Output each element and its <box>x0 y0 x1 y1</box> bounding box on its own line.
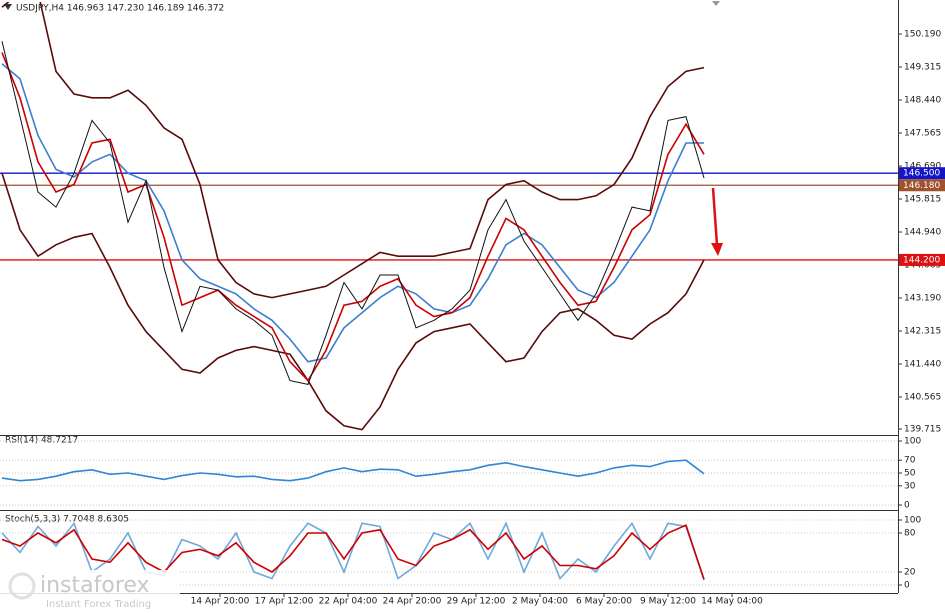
y-tick-label: 80 <box>904 529 916 539</box>
x-tick-label: 22 Apr 04:00 <box>319 597 378 607</box>
y-tick-label: 149.315 <box>904 63 941 73</box>
y-tick-label: 142.315 <box>904 327 941 337</box>
series-line <box>1 524 705 580</box>
x-tick-label: 9 May 12:00 <box>640 597 696 607</box>
y-tick-label: 100 <box>904 516 921 526</box>
y-tick-label: 148.440 <box>904 96 941 106</box>
x-tick-label: 29 Apr 12:00 <box>447 597 506 607</box>
y-tick-label: 140.565 <box>904 392 941 402</box>
y-tick-label: 50 <box>904 469 916 479</box>
y-tick-label: 139.715 <box>904 425 941 435</box>
plot <box>0 2 898 431</box>
menu-triangle <box>4 4 12 10</box>
slogan: Instant Forex Trading <box>46 599 151 610</box>
x-tick-label: 14 Apr 20:00 <box>191 597 250 607</box>
x-tick-label: 2 May 04:00 <box>512 597 568 607</box>
level-label: 146.180 <box>903 181 940 191</box>
panel-title: Stoch(5,3,3) 7.7048 8.6305 <box>5 515 129 525</box>
y-tick-label: 141.440 <box>904 359 941 369</box>
level-label: 146.500 <box>903 169 940 179</box>
series-line <box>1 2 705 299</box>
y-tick-label: 20 <box>904 568 916 578</box>
x-tick-label: 17 Apr 12:00 <box>255 597 314 607</box>
y-tick-label: 0 <box>904 501 910 511</box>
series-line <box>1 521 705 581</box>
panel-title: USDJPY,H4 146.963 147.230 146.189 146.37… <box>16 4 224 14</box>
plot <box>1 459 705 482</box>
series-line <box>1 52 705 382</box>
x-tick-label: 6 May 20:00 <box>576 597 632 607</box>
y-tick-label: 144.940 <box>904 228 941 238</box>
x-tick-label: 24 Apr 20:00 <box>383 597 442 607</box>
level-box <box>899 167 945 180</box>
level-label: 144.200 <box>903 255 940 265</box>
brand: instaforex <box>40 573 150 598</box>
series-line <box>1 41 705 385</box>
y-tick-label: 150.190 <box>904 30 941 40</box>
x-tick-label: 14 May 04:00 <box>701 597 763 607</box>
plot <box>1 521 705 581</box>
level-box <box>899 179 945 192</box>
shift-marker <box>712 1 720 6</box>
level-box <box>899 253 945 266</box>
y-tick-label: 100 <box>904 437 921 447</box>
y-tick-label: 143.190 <box>904 294 941 304</box>
watermark: instaforex Instant Forex Trading <box>0 570 180 613</box>
y-tick-label: 70 <box>904 456 916 466</box>
forecast-arrow <box>711 187 723 256</box>
series-line <box>1 172 705 431</box>
series-line <box>1 459 705 482</box>
y-tick-label: 145.815 <box>904 195 941 205</box>
y-tick-label: 146.690 <box>904 162 941 172</box>
y-tick-label: 0 <box>904 581 910 591</box>
panel-title: RSI(14) 48.7217 <box>5 436 78 446</box>
y-tick-label: 147.565 <box>904 129 941 139</box>
y-tick-label: 30 <box>904 481 916 491</box>
